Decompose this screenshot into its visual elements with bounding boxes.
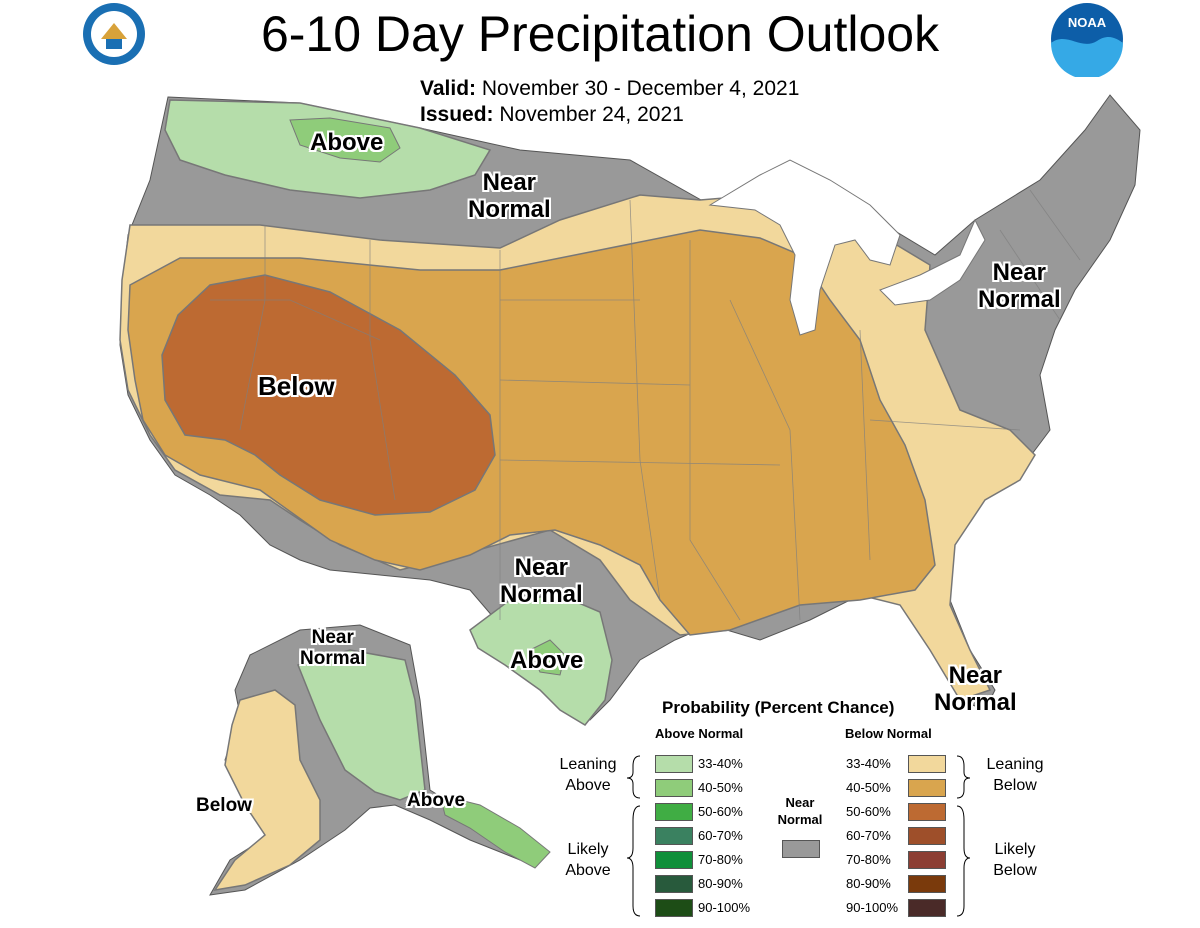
near-normal-ne-line2: Normal xyxy=(978,285,1061,313)
leaning-below-line2: Below xyxy=(993,776,1037,794)
above-swatch-6 xyxy=(655,899,693,917)
below-swatch-3 xyxy=(908,827,946,845)
below-range-label-0: 33-40% xyxy=(846,756,891,771)
issued-label: Issued: xyxy=(420,103,494,126)
likely-above-line2: Above xyxy=(565,861,611,879)
below-range-label-5: 80-90% xyxy=(846,876,891,891)
legend-leaning-above-label: Leaning Above xyxy=(553,755,623,797)
near-normal-tx-line1: Near xyxy=(514,554,569,581)
above-tx-core xyxy=(529,639,566,676)
above-swatch-3 xyxy=(655,827,693,845)
svg-text:NOAA: NOAA xyxy=(1068,15,1107,30)
alaska-leaning-above-region xyxy=(296,649,426,801)
legend-above-header: Above Normal xyxy=(655,726,744,741)
below-range-label-4: 70-80% xyxy=(846,852,891,867)
above-swatch-1 xyxy=(655,779,693,797)
below-swatch-1 xyxy=(908,779,946,797)
above-range-label-6: 90-100% xyxy=(698,900,751,915)
legend-near-normal-label: Near Normal xyxy=(768,795,832,829)
above-nw-core xyxy=(289,117,401,163)
noaa-logo: NOAA xyxy=(1047,1,1127,79)
above-range-label-4: 70-80% xyxy=(698,852,743,867)
department-of-commerce-seal xyxy=(73,1,155,67)
above-range-label-0: 33-40% xyxy=(698,756,743,771)
near-normal-ak-line1: Near xyxy=(311,627,354,648)
label-above-alaska: Above xyxy=(407,790,466,811)
label-near-normal-florida: Near Normal xyxy=(934,662,1017,717)
issued-date: November 24, 2021 xyxy=(499,103,684,126)
above-range-label-2: 50-60% xyxy=(698,804,743,819)
above-range-label-1: 40-50% xyxy=(698,780,743,795)
label-near-normal-texas: Near Normal xyxy=(500,554,583,609)
above-range-label-5: 80-90% xyxy=(698,876,743,891)
above-swatch-2 xyxy=(655,803,693,821)
valid-dates: November 30 - December 4, 2021 xyxy=(481,77,800,100)
above-swatch-0 xyxy=(655,755,693,773)
label-near-normal-north: Near Normal xyxy=(468,169,551,224)
page-title: 6-10 Day Precipitation Outlook xyxy=(260,6,940,62)
below-swatch-2 xyxy=(908,803,946,821)
leaning-below-line1: Leaning xyxy=(986,756,1044,773)
noaa-logo-icon: NOAA xyxy=(1051,3,1123,79)
label-near-normal-northeast: Near Normal xyxy=(978,259,1061,314)
label-below-alaska: Below xyxy=(196,795,252,816)
label-above-northwest: Above xyxy=(310,129,384,156)
valid-label: Valid: xyxy=(420,77,477,100)
alaska-leaning-below-region xyxy=(213,689,321,892)
above-swatch-4 xyxy=(655,851,693,869)
commerce-seal-icon xyxy=(83,3,145,65)
below-50-60-region xyxy=(161,274,496,516)
legend-near-normal-swatch xyxy=(782,840,820,858)
label-below-west: Below xyxy=(258,371,335,401)
valid-line: Valid: November 30 - December 4, 2021 xyxy=(420,76,799,102)
likely-below-line1: Likely xyxy=(994,841,1036,858)
near-normal-ak-line2: Normal xyxy=(300,648,366,670)
below-range-label-1: 40-50% xyxy=(846,780,891,795)
below-swatch-0 xyxy=(908,755,946,773)
label-above-texas: Above xyxy=(510,647,584,674)
below-swatch-5 xyxy=(908,875,946,893)
below-range-label-6: 90-100% xyxy=(846,900,899,915)
near-normal-ne-line1: Near xyxy=(992,259,1047,286)
near-normal-tx-line2: Normal xyxy=(500,580,583,608)
likely-above-line1: Likely xyxy=(567,841,609,858)
legend-likely-above-label: Likely Above xyxy=(553,840,623,882)
near-normal-legend-line2: Normal xyxy=(777,811,823,827)
below-range-label-2: 50-60% xyxy=(846,804,891,819)
near-normal-fl-line1: Near xyxy=(948,662,1003,689)
above-range-label-3: 60-70% xyxy=(698,828,743,843)
state-boundaries xyxy=(210,189,1081,621)
below-range-label-3: 60-70% xyxy=(846,828,891,843)
legend-leaning-below-label: Leaning Below xyxy=(980,755,1050,797)
near-normal-north-line2: Normal xyxy=(468,195,551,223)
near-normal-legend-line1: Near xyxy=(785,795,815,810)
leaning-above-line2: Above xyxy=(565,776,611,794)
near-normal-fl-line2: Normal xyxy=(934,688,1017,716)
legend-title: Probability (Percent Chance) xyxy=(662,698,895,717)
leaning-above-line1: Leaning xyxy=(559,756,617,773)
label-near-normal-alaska: Near Normal xyxy=(300,627,365,670)
great-lakes xyxy=(708,159,986,336)
legend-likely-below-label: Likely Below xyxy=(980,840,1050,882)
above-swatch-5 xyxy=(655,875,693,893)
below-swatch-6 xyxy=(908,899,946,917)
alaska-panhandle-above-region xyxy=(439,794,551,869)
near-normal-north-line1: Near xyxy=(482,169,537,196)
issued-line: Issued: November 24, 2021 xyxy=(420,102,684,128)
legend-below-header: Below Normal xyxy=(845,726,932,741)
likely-below-line2: Below xyxy=(993,861,1037,879)
below-swatch-4 xyxy=(908,851,946,869)
